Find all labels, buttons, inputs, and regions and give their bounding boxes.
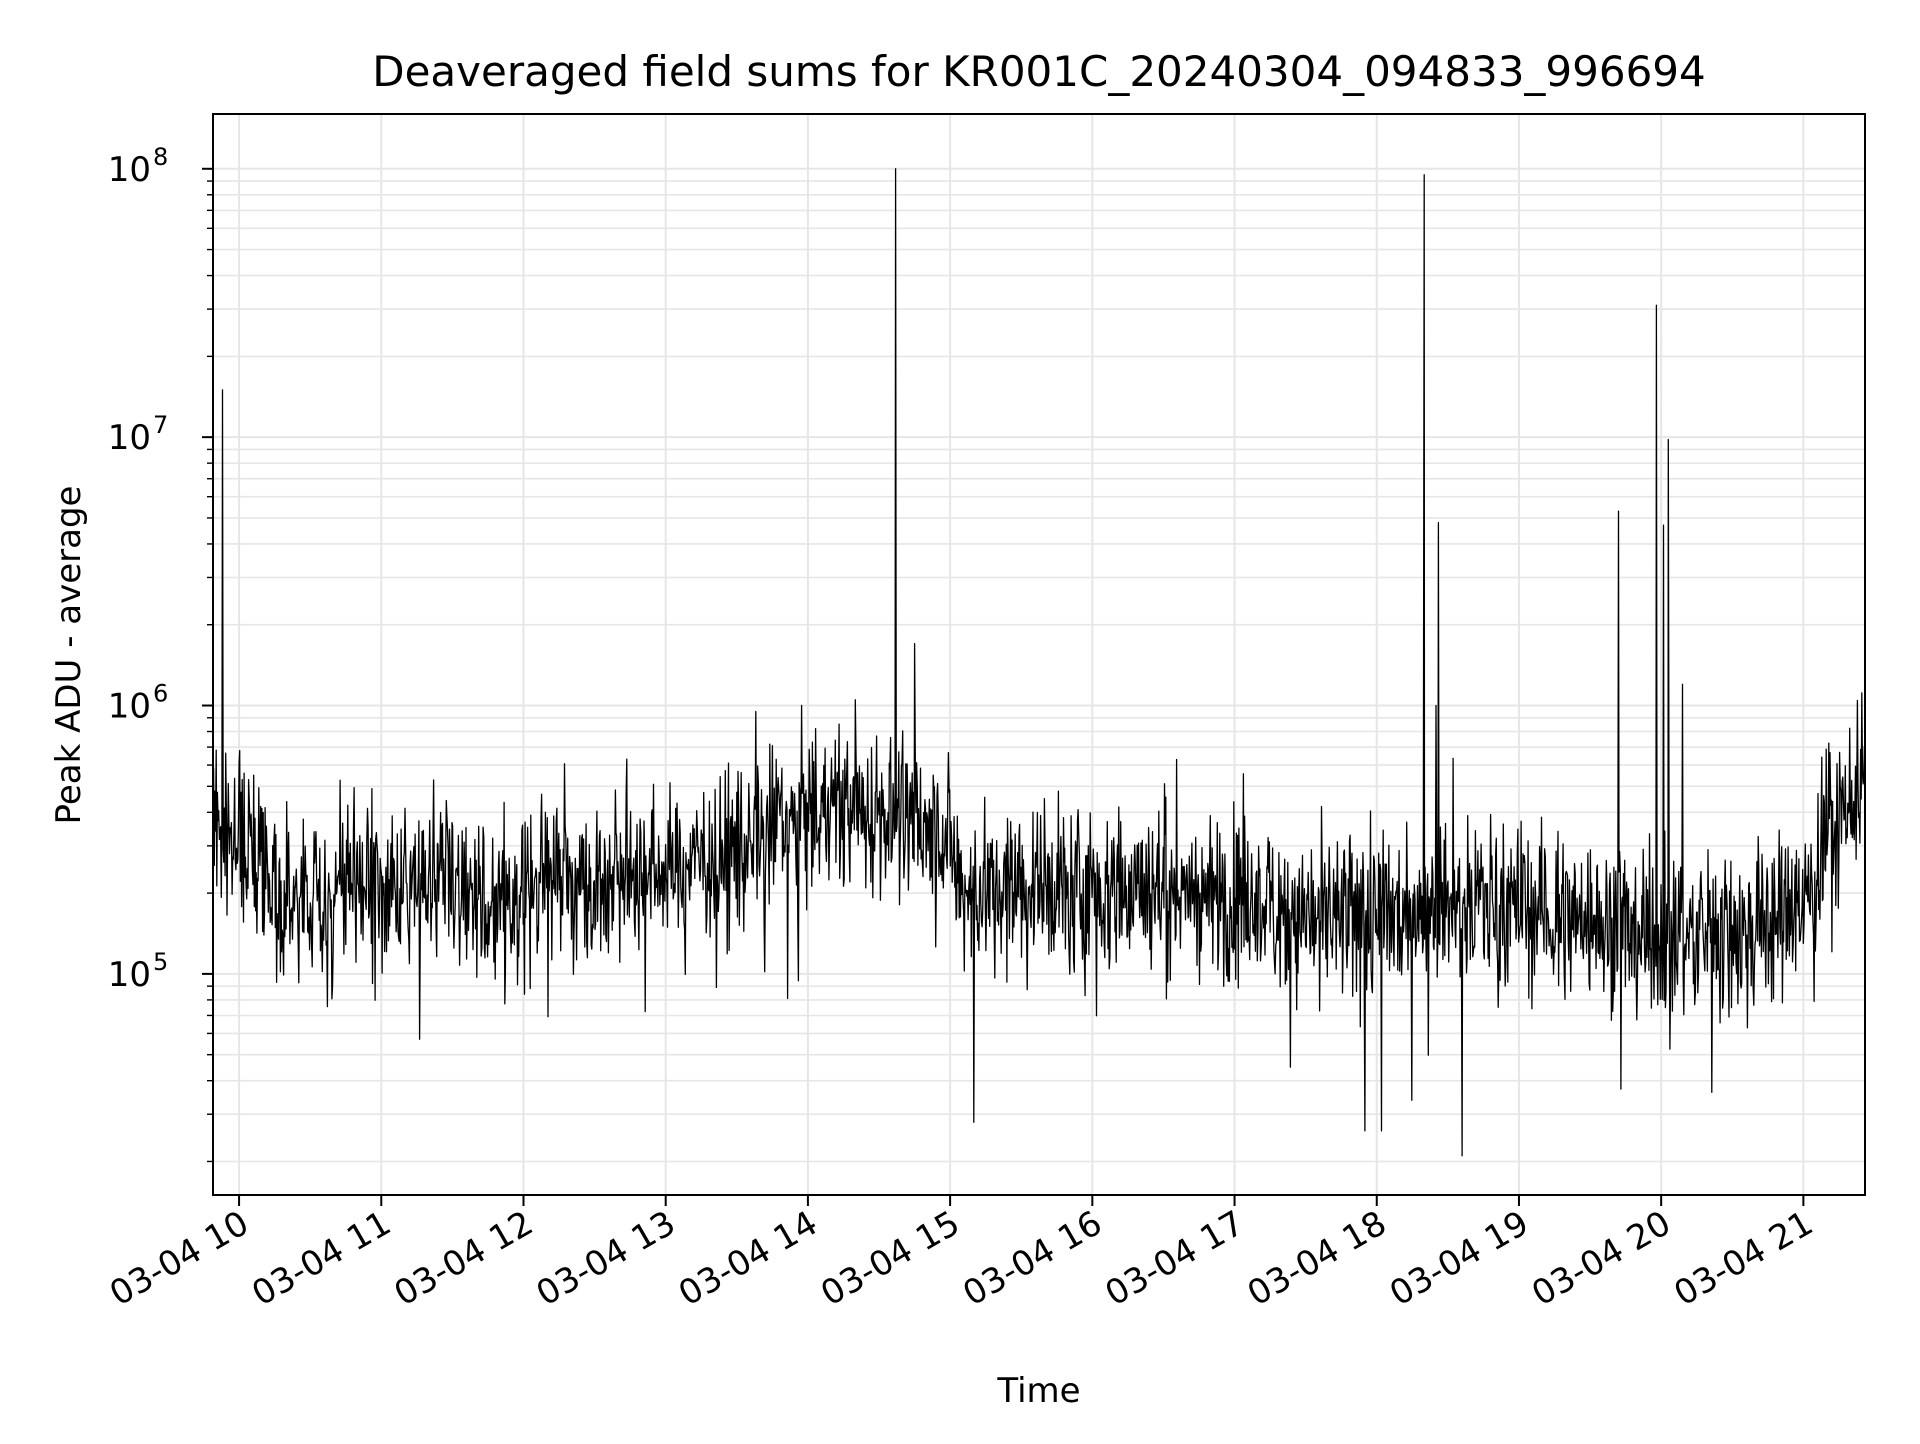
chart-title: Deaveraged field sums for KR001C_2024030…: [372, 47, 1706, 96]
y-axis-label: Peak ADU - average: [49, 486, 89, 825]
series-line: [212, 168, 1866, 1157]
y-tick-base: 10: [108, 687, 151, 727]
series-path: [212, 168, 1866, 1157]
y-tick-label: 10: [108, 687, 151, 727]
y-tick-exponent: 6: [153, 680, 168, 708]
plot-frame: [212, 113, 1866, 1196]
y-tick-label: 10: [108, 418, 151, 458]
y-tick-base: 10: [108, 955, 151, 995]
y-tick-exponent: 8: [153, 143, 168, 171]
y-tick-exponent: 7: [153, 411, 168, 439]
x-axis-label: Time: [996, 1371, 1080, 1411]
y-tick-label: 10: [108, 955, 151, 995]
y-tick-base: 10: [108, 150, 151, 190]
y-tick-label: 10: [108, 150, 151, 190]
y-tick-base: 10: [108, 418, 151, 458]
y-tick-exponent: 5: [153, 948, 168, 976]
